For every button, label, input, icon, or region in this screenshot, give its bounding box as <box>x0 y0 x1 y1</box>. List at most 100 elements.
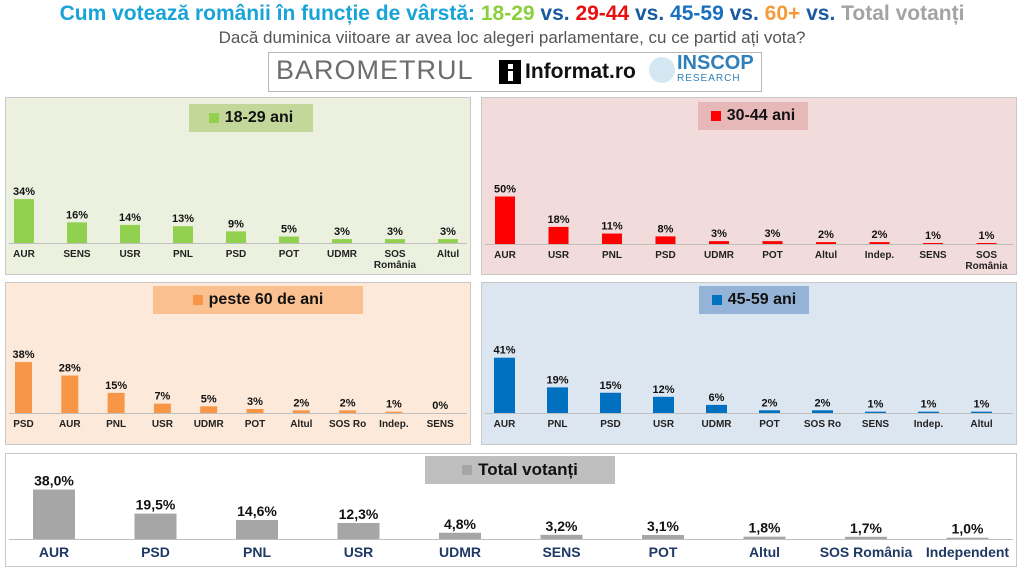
bar <box>600 392 621 413</box>
bar <box>15 362 32 413</box>
value-label: 1% <box>868 399 884 411</box>
category-label: SENS <box>427 419 455 430</box>
value-label: 2% <box>815 397 831 409</box>
category-label: SENS <box>919 250 947 261</box>
value-label: 5% <box>201 393 217 405</box>
chart-60-plus: 38% PSD 28% AUR 15% PNL 7% USR 5% UDMR 3% POT 2% Altu… <box>9 349 467 430</box>
category-label: AUR <box>13 249 35 260</box>
legend-label: Total votanți <box>478 460 578 479</box>
category-label: POT <box>649 544 678 560</box>
legend-swatch <box>711 295 722 305</box>
category-label: SOS România <box>820 544 913 560</box>
bar <box>495 196 515 244</box>
value-label: 2% <box>872 229 888 241</box>
bar <box>439 532 481 539</box>
bar <box>653 396 674 413</box>
inscop-sub: RESEARCH <box>677 73 741 84</box>
legend-label: 18-29 ani <box>224 109 294 126</box>
value-label: 13% <box>172 213 194 225</box>
bar <box>438 239 458 243</box>
informat-text: Informat.ro <box>525 60 636 83</box>
category-label: AUR <box>39 544 69 560</box>
title-part: Total votanți <box>841 2 965 25</box>
category-label: Independent <box>926 544 1010 560</box>
category-label: PSD <box>226 249 247 260</box>
bar <box>385 239 405 243</box>
value-label: 15% <box>105 380 127 392</box>
value-label: 7% <box>154 391 170 403</box>
value-label: 34% <box>13 186 35 198</box>
title-part: vs. <box>800 2 842 25</box>
category-label: UDMR <box>194 419 225 430</box>
bar <box>540 534 583 539</box>
title-part: 18-29 <box>480 2 535 25</box>
category-label: POT <box>279 249 300 260</box>
value-label: 1% <box>974 399 990 411</box>
bar <box>385 411 403 413</box>
legend-45-59: 45-59 ani <box>699 286 809 314</box>
bar <box>339 410 357 413</box>
legend-swatch <box>192 295 203 305</box>
value-label: 1,7% <box>850 520 882 536</box>
category-label: PNL <box>602 250 622 261</box>
value-label: 2% <box>340 397 356 409</box>
category-label: UDMR <box>704 250 735 261</box>
chart-45-59: 41% AUR 19% PNL 15% PSD 12% USR 6% UDMR 2% POT 2% SOS… <box>485 345 1013 430</box>
value-label: 3% <box>334 226 350 238</box>
category-label: SOS România <box>374 249 417 271</box>
category-label: PNL <box>243 544 271 560</box>
value-label: 19% <box>546 374 568 386</box>
category-label: PSD <box>600 419 621 430</box>
bar <box>14 199 34 243</box>
bar <box>946 537 989 539</box>
value-label: 1% <box>925 230 941 242</box>
category-label: SENS <box>63 249 91 260</box>
category-label: PNL <box>548 419 568 430</box>
legend-label: 45-59 ani <box>727 291 797 308</box>
category-label: AUR <box>494 250 516 261</box>
bar <box>971 411 992 413</box>
bar <box>845 536 887 539</box>
barometru-logo: BAROMETRUL <box>276 55 474 85</box>
category-label: USR <box>152 419 174 430</box>
value-label: 14,6% <box>237 503 277 519</box>
inscop-name: INSCOP <box>677 52 754 74</box>
bar <box>655 236 676 244</box>
chart-30-44: 50% AUR 18% USR 11% PNL 8% PSD 3% UDMR 3% POT 2% Altu… <box>485 184 1013 272</box>
category-label: SOS România <box>965 250 1008 272</box>
bar <box>67 222 87 243</box>
bar <box>292 410 310 413</box>
value-label: 1% <box>921 399 937 411</box>
value-label: 2% <box>762 397 778 409</box>
bar <box>706 404 727 413</box>
title-part: 45-59 <box>670 2 724 25</box>
value-label: 38% <box>12 349 34 361</box>
panel-30-44: 50% AUR 18% USR 11% PNL 8% PSD 3% UDMR 3% POT 2% Altu… <box>481 97 1017 275</box>
bar <box>743 536 786 539</box>
value-label: 4,8% <box>444 516 476 532</box>
legend-label: peste 60 de ani <box>208 291 324 308</box>
logo-strip: BAROMETRUL Informat.ro INSCOP RESEARCH <box>268 52 762 92</box>
bar <box>816 242 836 244</box>
category-label: UDMR <box>327 249 358 260</box>
category-label: POT <box>245 419 266 430</box>
title-part: 29-44 <box>575 2 630 25</box>
category-label: Altul <box>290 419 312 430</box>
value-label: 1% <box>386 399 402 411</box>
chart-18-29: 34% AUR 16% SENS 14% USR 13% PNL 9% PSD 5% POT 3% UDM… <box>9 186 467 271</box>
panel-45-59: 41% AUR 19% PNL 15% PSD 12% USR 6% UDMR 2% POT 2% SOS… <box>481 282 1017 445</box>
inscop-icon <box>649 57 675 83</box>
category-label: Altul <box>970 419 992 430</box>
bar <box>918 411 939 413</box>
category-label: USR <box>119 249 141 260</box>
title-part: Cum votează românii în funcție de vârstă… <box>59 2 481 25</box>
bar <box>153 403 171 413</box>
bar <box>759 410 780 413</box>
category-label: PNL <box>173 249 193 260</box>
value-label: 38,0% <box>34 473 74 489</box>
bar <box>547 387 568 413</box>
bar <box>812 410 833 413</box>
value-label: 1,8% <box>749 520 781 536</box>
bar <box>226 231 246 243</box>
chart-total: 38,0% AUR 19,5% PSD 14,6% PNL 12,3% USR 4,8% UDMR… <box>9 473 1013 560</box>
